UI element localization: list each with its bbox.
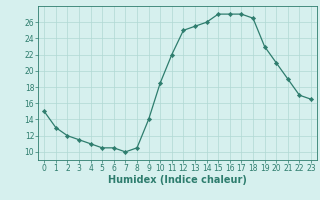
X-axis label: Humidex (Indice chaleur): Humidex (Indice chaleur) bbox=[108, 175, 247, 185]
